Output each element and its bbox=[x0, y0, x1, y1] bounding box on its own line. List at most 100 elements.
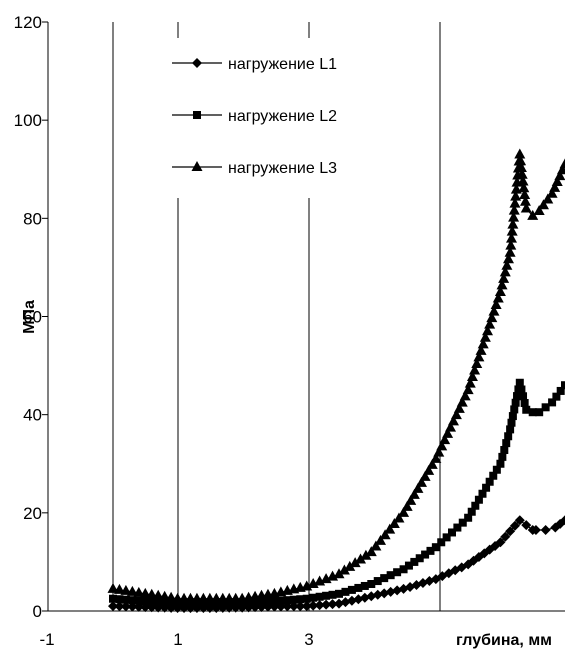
data-point bbox=[464, 513, 473, 522]
data-point bbox=[134, 596, 143, 605]
data-point bbox=[448, 528, 456, 537]
data-point bbox=[139, 587, 151, 598]
data-point bbox=[442, 533, 451, 542]
data-point bbox=[231, 599, 240, 608]
legend-label: нагружение L1 bbox=[228, 56, 337, 73]
data-point bbox=[349, 557, 361, 568]
data-point bbox=[521, 520, 532, 531]
data-point bbox=[128, 596, 137, 605]
data-point bbox=[333, 568, 345, 579]
data-point bbox=[309, 593, 318, 602]
data-point bbox=[180, 599, 189, 608]
data-point bbox=[384, 523, 396, 534]
data-point bbox=[289, 595, 298, 604]
data-point bbox=[466, 371, 478, 382]
series-1 bbox=[108, 515, 565, 614]
data-point bbox=[113, 583, 125, 594]
data-point bbox=[393, 512, 405, 523]
data-point bbox=[251, 598, 260, 607]
data-point bbox=[510, 405, 519, 414]
data-point bbox=[416, 476, 428, 487]
data-point bbox=[533, 204, 545, 215]
data-point bbox=[405, 494, 417, 505]
data-point bbox=[464, 377, 476, 388]
data-point bbox=[499, 266, 511, 277]
data-point bbox=[109, 594, 117, 603]
data-point bbox=[308, 600, 319, 611]
data-point bbox=[510, 190, 522, 201]
data-point bbox=[559, 158, 565, 169]
data-point bbox=[238, 599, 247, 608]
data-point bbox=[535, 408, 544, 417]
data-point bbox=[167, 599, 176, 608]
legend-marker bbox=[191, 161, 203, 171]
data-point bbox=[473, 351, 485, 362]
data-point bbox=[482, 483, 491, 492]
data-point bbox=[270, 597, 279, 606]
data-point bbox=[314, 600, 325, 611]
data-point bbox=[114, 601, 125, 612]
data-point bbox=[380, 574, 389, 583]
data-point bbox=[519, 189, 531, 200]
data-point bbox=[120, 584, 132, 595]
data-point bbox=[556, 386, 565, 395]
data-point bbox=[530, 525, 541, 536]
data-point bbox=[502, 439, 511, 448]
data-point bbox=[375, 534, 387, 545]
data-point bbox=[542, 193, 554, 204]
data-point bbox=[165, 591, 177, 602]
data-point bbox=[408, 488, 420, 499]
data-point bbox=[494, 285, 506, 296]
data-point bbox=[477, 338, 489, 349]
data-point bbox=[141, 597, 150, 606]
data-point bbox=[498, 452, 507, 461]
data-point bbox=[478, 489, 487, 498]
data-point bbox=[328, 590, 337, 599]
y-tick-label: 20 bbox=[23, 504, 42, 523]
data-point bbox=[442, 427, 454, 438]
data-point bbox=[501, 259, 513, 270]
data-point bbox=[471, 501, 480, 510]
data-point bbox=[554, 170, 565, 181]
data-point bbox=[500, 446, 509, 455]
data-point bbox=[133, 586, 145, 597]
data-point bbox=[322, 591, 331, 600]
legend-marker bbox=[193, 111, 201, 119]
data-point bbox=[415, 554, 424, 563]
data-point bbox=[121, 595, 130, 604]
data-point bbox=[412, 482, 424, 493]
data-point bbox=[527, 209, 539, 220]
data-point bbox=[347, 585, 356, 594]
data-point bbox=[479, 331, 491, 342]
data-point bbox=[107, 582, 119, 593]
data-point bbox=[498, 272, 510, 283]
data-point bbox=[365, 546, 377, 557]
data-point bbox=[515, 155, 527, 166]
data-point bbox=[283, 596, 292, 605]
data-point bbox=[516, 168, 528, 179]
data-point bbox=[276, 596, 285, 605]
data-point bbox=[426, 546, 435, 555]
data-point bbox=[506, 225, 518, 236]
y-tick-label: 80 bbox=[23, 209, 42, 228]
data-point bbox=[218, 599, 227, 608]
axes-layer: 0 20 40 60 80 100 120 -1 1 3 bbox=[14, 13, 565, 649]
series-layer bbox=[107, 148, 565, 614]
data-point bbox=[456, 396, 468, 407]
data-point bbox=[506, 425, 515, 434]
data-point bbox=[120, 601, 131, 612]
data-point bbox=[355, 553, 367, 564]
data-point bbox=[173, 599, 182, 608]
data-point bbox=[458, 518, 467, 527]
data-point bbox=[517, 385, 526, 394]
data-point bbox=[511, 398, 520, 407]
data-point bbox=[485, 477, 494, 486]
y-tick-label: 100 bbox=[14, 111, 42, 130]
data-point bbox=[560, 515, 565, 526]
data-point bbox=[439, 434, 451, 445]
legend-marker bbox=[192, 58, 202, 68]
data-point bbox=[225, 599, 234, 608]
y-tick-label: 40 bbox=[23, 406, 42, 425]
data-point bbox=[373, 577, 382, 586]
data-point bbox=[160, 598, 169, 607]
